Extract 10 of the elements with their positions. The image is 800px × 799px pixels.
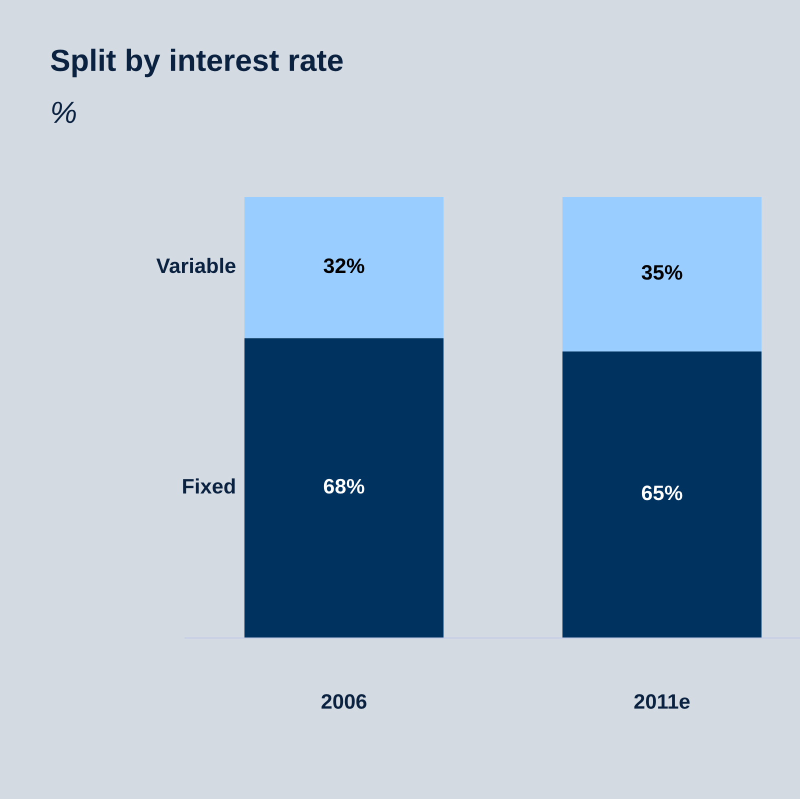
chart-title: Split by interest rate bbox=[50, 48, 343, 78]
data-label: 65% bbox=[642, 486, 682, 500]
x-tick-label: 2006 bbox=[322, 694, 366, 709]
x-tick-label: 2011e bbox=[634, 694, 690, 709]
data-label: 32% bbox=[324, 258, 364, 274]
series-label: Fixed bbox=[183, 478, 235, 494]
chart-subtitle: % bbox=[52, 102, 76, 124]
data-label: 68% bbox=[324, 478, 364, 494]
series-label: Variable bbox=[156, 258, 236, 274]
data-label: 35% bbox=[642, 265, 682, 280]
